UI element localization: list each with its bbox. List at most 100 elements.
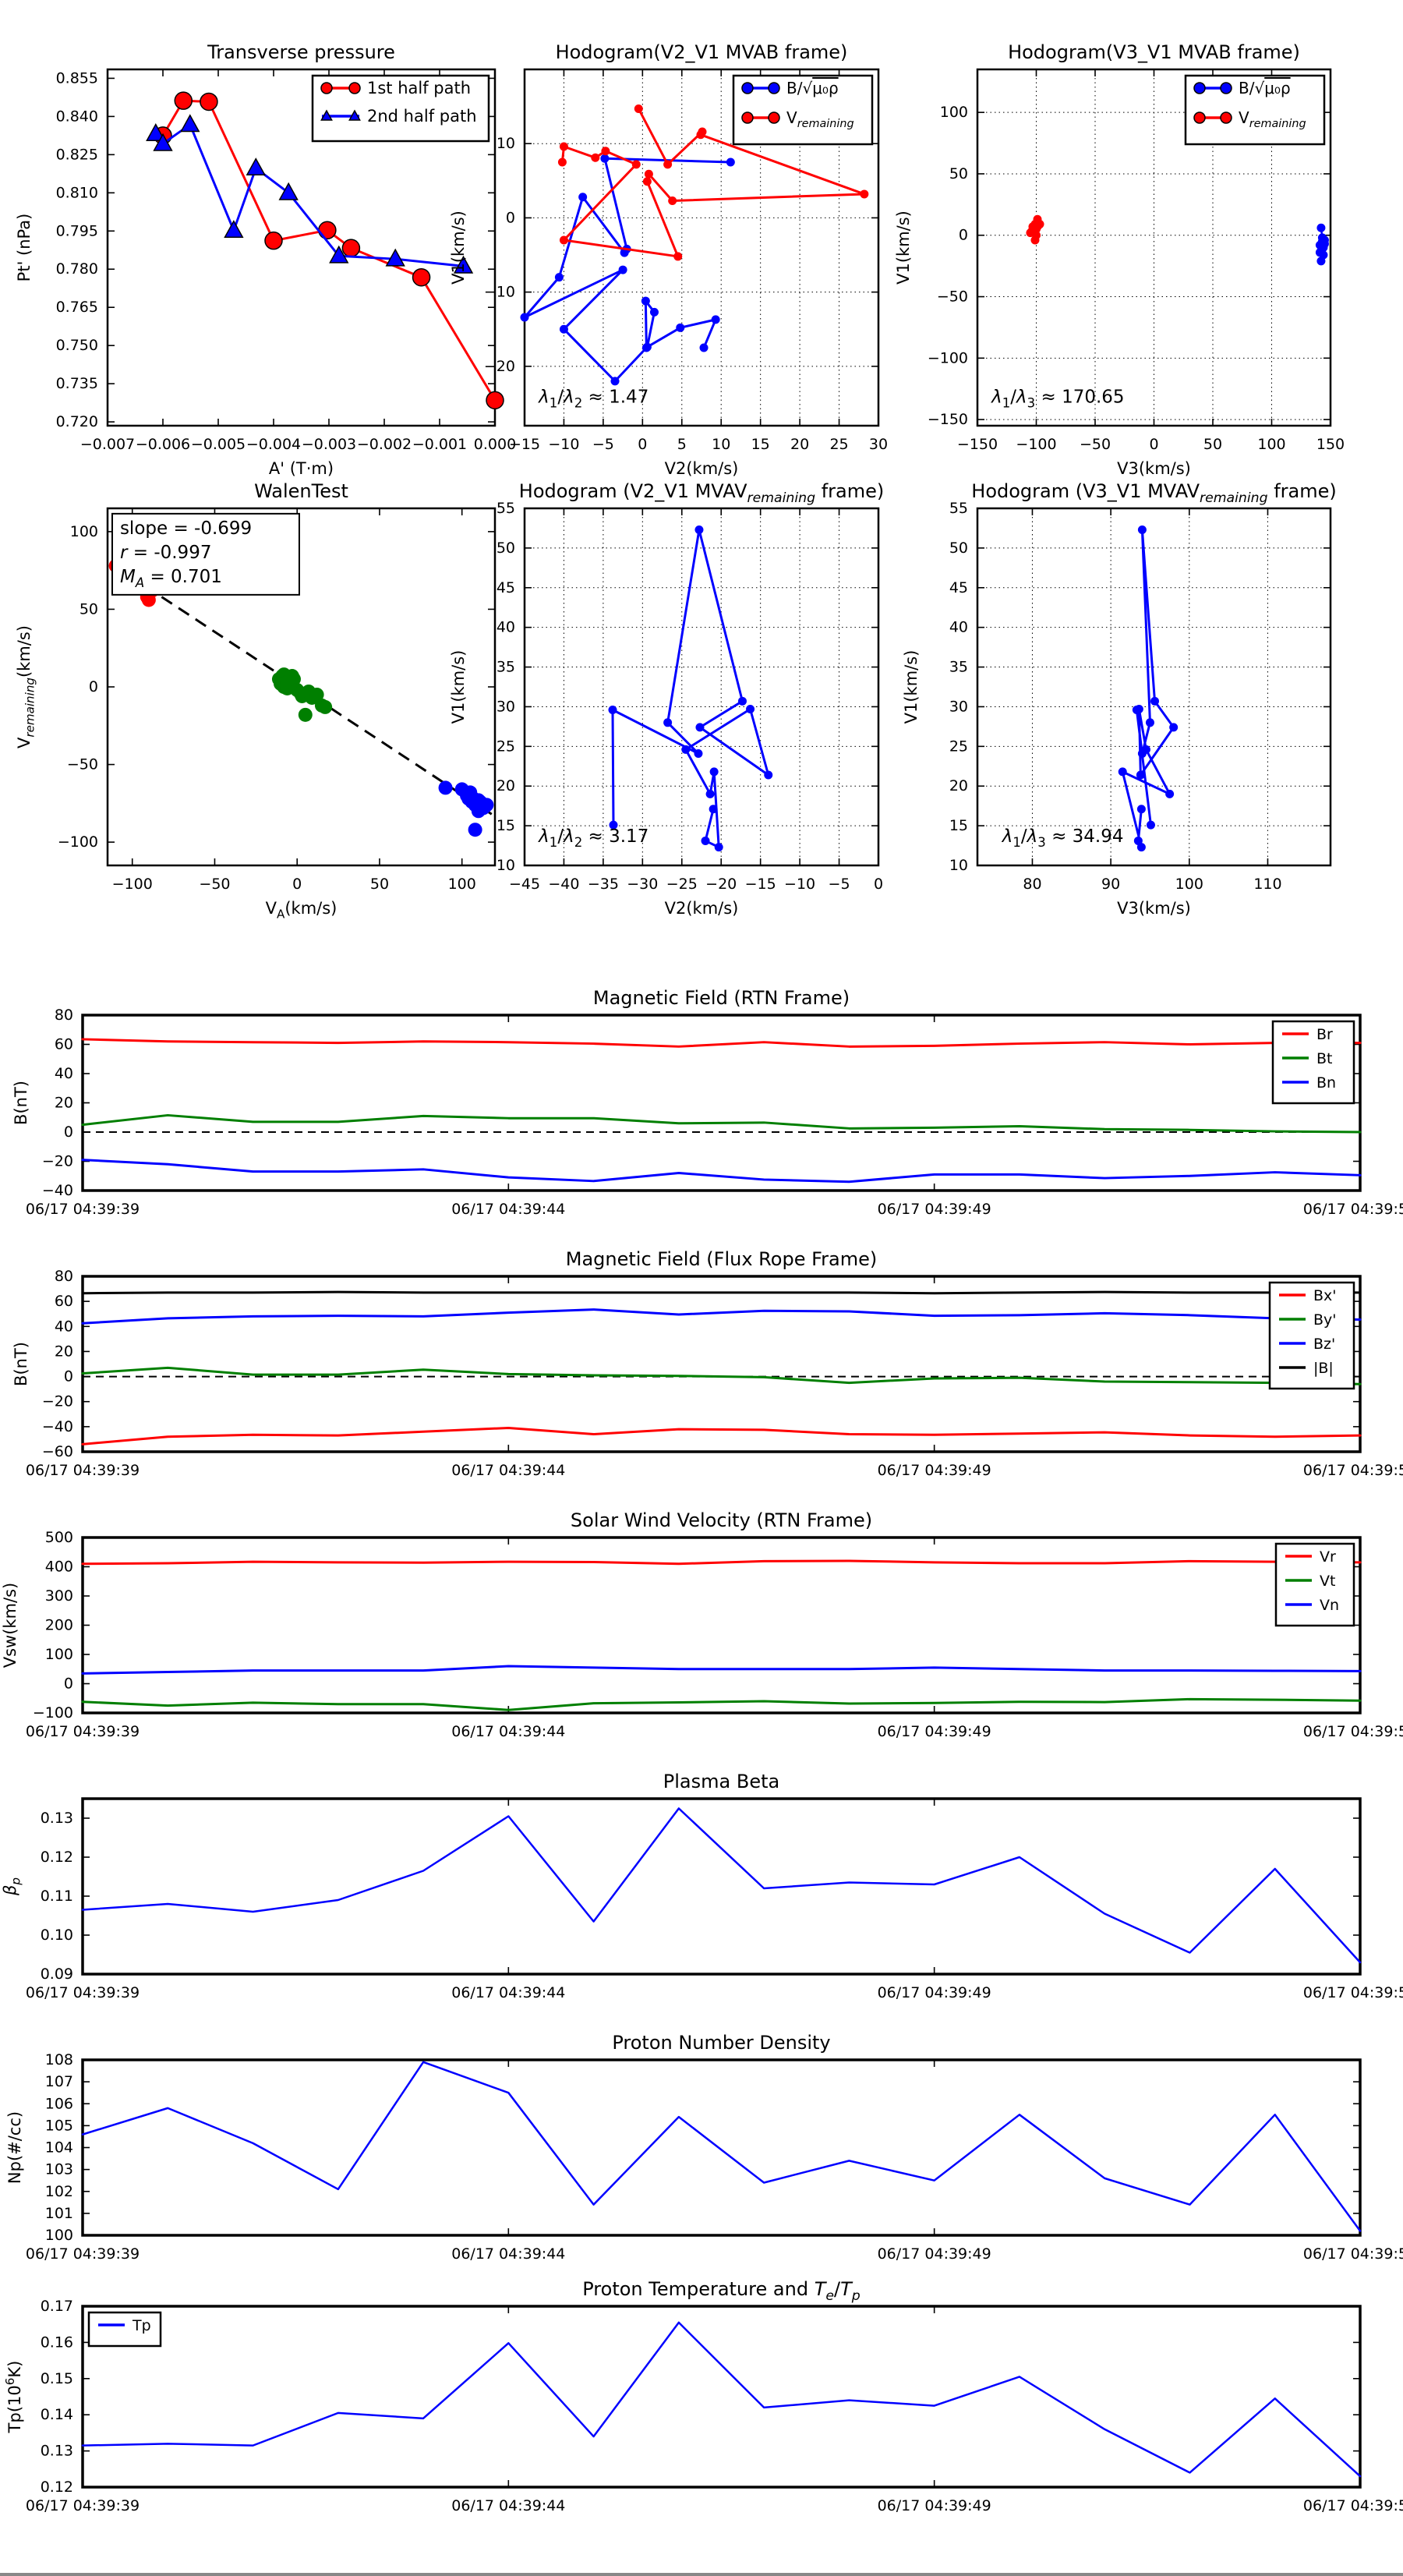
svg-text:0.16: 0.16 [41,2334,73,2351]
svg-text:06/17 04:39:54: 06/17 04:39:54 [1303,1201,1403,1218]
svg-text:15: 15 [751,436,770,453]
svg-text:80: 80 [1023,876,1041,893]
svg-text:06/17 04:39:39: 06/17 04:39:39 [26,2497,140,2514]
svg-text:−15: −15 [745,876,776,893]
svg-text:06/17 04:39:54: 06/17 04:39:54 [1303,1984,1403,2001]
svg-text:0.735: 0.735 [56,375,98,392]
svg-text:Hodogram(V2_V1 MVAB frame): Hodogram(V2_V1 MVAB frame) [556,41,848,63]
svg-text:−35: −35 [588,876,619,893]
svg-text:35: 35 [949,659,968,676]
svg-text:Proton Temperature and Te/Tp: Proton Temperature and Te/Tp [582,2278,861,2304]
svg-text:V1(km/s): V1(km/s) [449,650,468,724]
svg-text:−0.001: −0.001 [412,436,467,453]
svg-text:110: 110 [1253,876,1281,893]
svg-text:0.720: 0.720 [56,413,98,430]
svg-text:45: 45 [497,579,515,596]
svg-text:Magnetic Field (RTN Frame): Magnetic Field (RTN Frame) [593,987,850,1009]
chart-magnetic-field-rtn: 06/17 04:39:39 06/17 04:39:44 06/17 04:39:… [12,987,1403,1218]
svg-text:06/17 04:39:54: 06/17 04:39:54 [1303,2245,1403,2263]
svg-text:MA = 0.701: MA = 0.701 [120,567,222,590]
svg-text:Bz': Bz' [1313,1336,1335,1353]
svg-text:−40: −40 [548,876,579,893]
svg-text:V1(km/s): V1(km/s) [894,211,913,285]
chart-plasma-beta: 06/17 04:39:39 06/17 04:39:44 06/17 04:39:… [1,1771,1403,2001]
chart-proton-number-density: 06/17 04:39:39 06/17 04:39:44 06/17 04:39:… [5,2032,1403,2263]
svg-text:−25: −25 [666,876,698,893]
svg-text:30: 30 [949,698,968,715]
svg-text:25: 25 [497,738,515,755]
svg-text:0.825: 0.825 [56,146,98,163]
svg-text:V3(km/s): V3(km/s) [1117,899,1191,918]
svg-text:B/√μ₀ρ: B/√μ₀ρ [1239,79,1291,97]
svg-text:25: 25 [829,436,848,453]
chart-solar-wind-velocity: 06/17 04:39:39 06/17 04:39:44 06/17 04:39:… [1,1509,1403,1740]
svg-text:λ1/λ2 ≈ 3.17: λ1/λ2 ≈ 3.17 [537,826,648,850]
svg-text:40: 40 [55,1318,73,1335]
svg-text:−20: −20 [484,358,515,375]
svg-text:06/17 04:39:44: 06/17 04:39:44 [451,2245,565,2263]
svg-text:λ1/λ3 ≈ 34.94: λ1/λ3 ≈ 34.94 [1001,826,1124,850]
svg-text:Magnetic Field (Flux Rope Fram: Magnetic Field (Flux Rope Frame) [566,1248,877,1270]
svg-text:06/17 04:39:49: 06/17 04:39:49 [878,1462,991,1479]
svg-text:50: 50 [949,540,968,557]
svg-text:60: 60 [55,1293,73,1310]
svg-text:0.11: 0.11 [41,1888,73,1905]
svg-text:V1(km/s): V1(km/s) [902,650,921,724]
svg-text:90: 90 [1101,876,1120,893]
svg-text:06/17 04:39:44: 06/17 04:39:44 [451,1462,565,1479]
svg-text:100: 100 [45,2227,73,2244]
svg-text:V2(km/s): V2(km/s) [665,459,739,478]
svg-text:400: 400 [45,1559,73,1576]
svg-text:20: 20 [949,777,968,794]
svg-text:06/17 04:39:44: 06/17 04:39:44 [451,1723,565,1740]
svg-text:50: 50 [80,600,98,617]
svg-text:r = -0.997: r = -0.997 [120,543,212,563]
svg-text:V3(km/s): V3(km/s) [1117,459,1191,478]
svg-text:20: 20 [790,436,809,453]
svg-text:10: 10 [497,135,515,152]
svg-text:WalenTest: WalenTest [254,480,348,502]
svg-text:20: 20 [55,1095,73,1112]
svg-text:−100: −100 [928,349,968,366]
chart-hodogram-v2v1-mvav: −45 −40 −35 −30 −25 −20 −15 −10 −5 0 10 15 20 25 30 35 4… [449,480,884,918]
svg-text:5: 5 [677,436,687,453]
svg-text:50: 50 [949,165,968,182]
svg-text:0: 0 [506,209,515,226]
svg-text:0.780: 0.780 [56,260,98,278]
svg-text:|B|: |B| [1313,1360,1334,1377]
svg-text:Vr: Vr [1320,1548,1336,1566]
svg-text:Hodogram (V3_V1 MVAVremaining: Hodogram (V3_V1 MVAVremaining frame) [971,480,1336,506]
svg-text:40: 40 [949,619,968,636]
svg-text:10: 10 [949,857,968,874]
svg-text:15: 15 [949,817,968,834]
svg-text:06/17 04:39:49: 06/17 04:39:49 [878,1984,991,2001]
svg-text:Vt: Vt [1320,1573,1335,1590]
svg-text:Vn: Vn [1320,1597,1339,1614]
svg-text:Np(#/cc): Np(#/cc) [5,2111,24,2184]
svg-text:−10: −10 [784,876,815,893]
svg-text:103: 103 [45,2161,73,2178]
svg-text:10: 10 [497,857,515,874]
svg-text:−150: −150 [928,411,968,428]
svg-text:1st half path: 1st half path [367,79,471,97]
svg-text:−0.007: −0.007 [80,436,135,453]
svg-text:06/17 04:39:54: 06/17 04:39:54 [1303,2497,1403,2514]
svg-text:Vremaining: Vremaining [786,108,854,130]
svg-text:06/17 04:39:39: 06/17 04:39:39 [26,2245,140,2263]
svg-text:0: 0 [89,678,98,695]
svg-text:100: 100 [1257,436,1285,453]
svg-text:06/17 04:39:49: 06/17 04:39:49 [878,1723,991,1740]
svg-text:−20: −20 [705,876,737,893]
chart-hodogram-v2v1-mvab: −15 −10 −5 0 5 10 15 20 25 30 −20 −10 0 10 B/√μ₀ρ Vrema… [449,41,888,478]
svg-text:100: 100 [1175,876,1203,893]
svg-text:0: 0 [64,1675,73,1693]
svg-text:50: 50 [1203,436,1222,453]
chart-transverse-pressure: −0.007 −0.006 −0.005 −0.004 −0.003 −0.002 −0.0… [15,41,516,478]
svg-text:−15: −15 [509,436,540,453]
svg-text:105: 105 [45,2117,73,2134]
svg-text:−100: −100 [33,1704,73,1721]
svg-text:06/17 04:39:44: 06/17 04:39:44 [451,1984,565,2001]
svg-text:20: 20 [55,1343,73,1360]
svg-text:06/17 04:39:39: 06/17 04:39:39 [26,1201,140,1218]
svg-text:80: 80 [55,1268,73,1285]
